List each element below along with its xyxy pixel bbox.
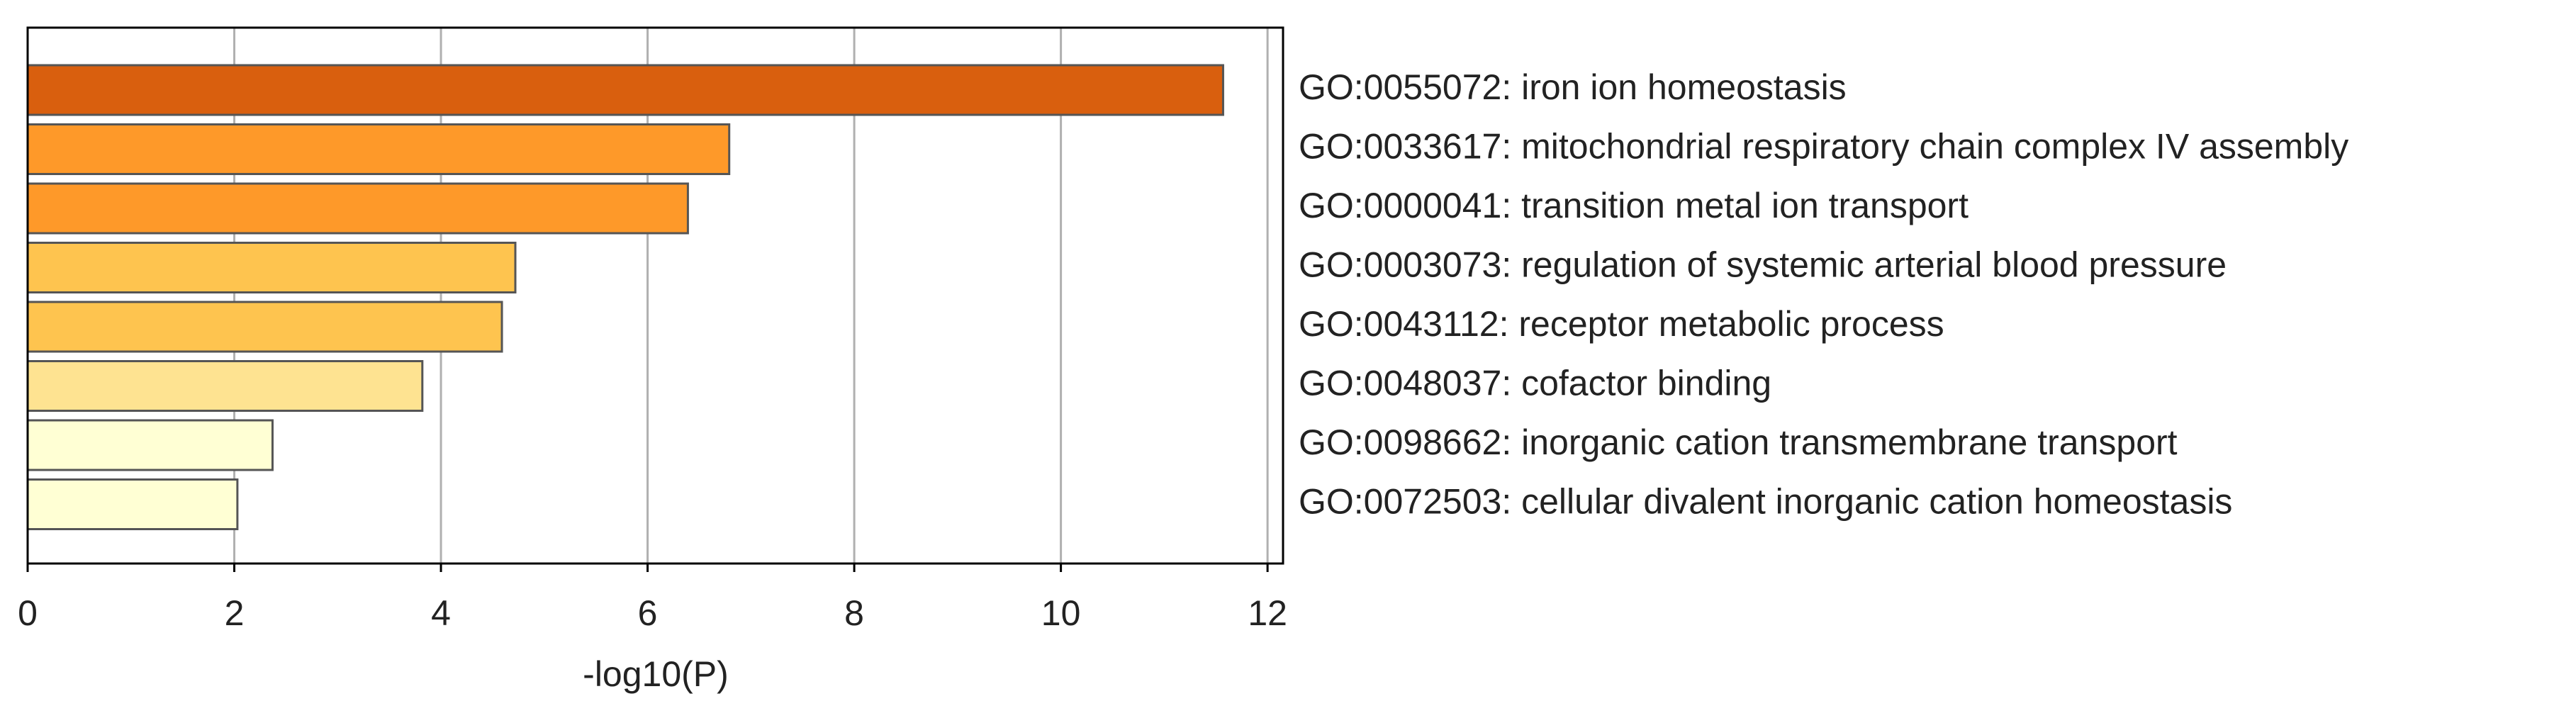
bar: [26, 301, 503, 353]
bar: [26, 123, 731, 175]
x-axis-label: -log10(P): [583, 654, 729, 694]
category-label: GO:0000041: transition metal ion transpo…: [1299, 186, 1969, 225]
category-label: GO:0055072: iron ion homeostasis: [1299, 67, 1847, 107]
bar: [26, 64, 1224, 116]
x-tick-label: 2: [225, 593, 245, 633]
category-label: GO:0003073: regulation of systemic arter…: [1299, 245, 2227, 285]
plot-frame: [26, 26, 1284, 565]
x-tick-label: 0: [18, 593, 38, 633]
x-tick-label: 8: [844, 593, 864, 633]
x-tick-label: 10: [1041, 593, 1081, 633]
bar: [26, 478, 239, 530]
category-label: GO:0048037: cofactor binding: [1299, 364, 1771, 403]
bar: [26, 182, 689, 235]
bar: [26, 419, 274, 471]
bar: [26, 360, 424, 412]
category-label: GO:0033617: mitochondrial respiratory ch…: [1299, 127, 2348, 167]
x-tick-label: 6: [638, 593, 658, 633]
x-tick-label: 12: [1248, 593, 1287, 633]
x-tick-label: 4: [431, 593, 451, 633]
category-label: GO:0098662: inorganic cation transmembra…: [1299, 422, 2178, 462]
category-label: GO:0043112: receptor metabolic process: [1299, 304, 1944, 344]
bar: [26, 242, 517, 293]
category-label: GO:0072503: cellular divalent inorganic …: [1299, 482, 2232, 522]
